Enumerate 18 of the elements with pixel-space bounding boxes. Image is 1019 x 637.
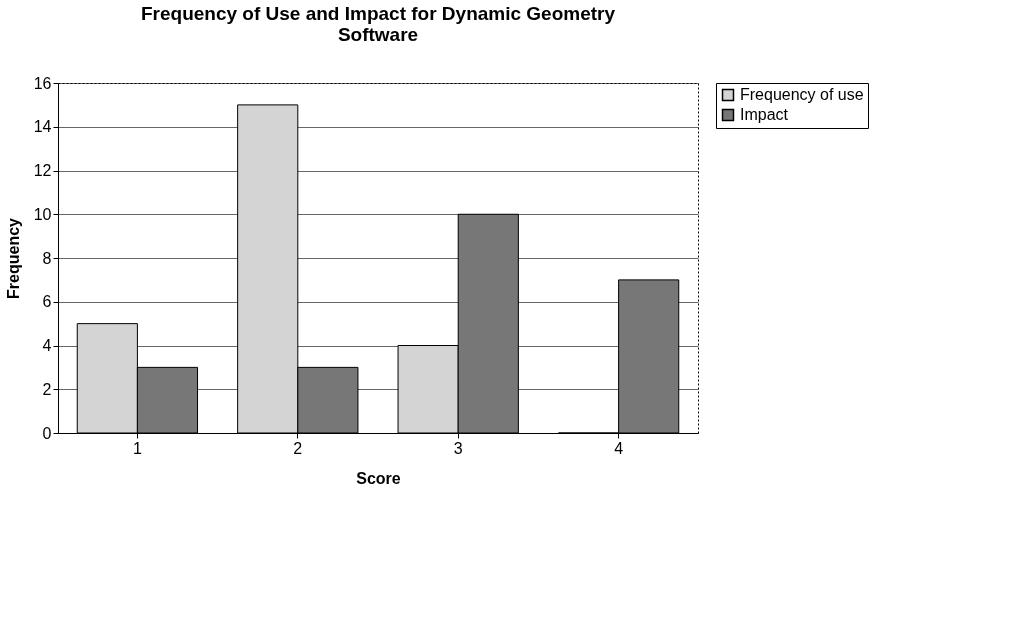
y-tick-label: 14	[33, 118, 52, 136]
legend-label: Frequency of use	[740, 86, 864, 103]
x-tick-label: 2	[293, 439, 303, 457]
y-tick-label: 10	[33, 205, 52, 223]
y-tick-label: 6	[42, 293, 52, 311]
y-tick-label: 12	[33, 162, 52, 179]
y-tick-label: 2	[42, 380, 52, 398]
x-tick-label: 3	[453, 439, 463, 457]
legend-label: Impact	[740, 106, 789, 123]
y-tick-label: 0	[42, 424, 52, 442]
x-tick-label: 4	[614, 439, 624, 457]
y-axis-title: Frequency	[4, 217, 22, 299]
x-axis-title: Score	[356, 469, 401, 487]
y-tick-label: 4	[42, 337, 52, 354]
x-tick-label: 1	[132, 439, 142, 457]
y-tick-label: 8	[42, 249, 52, 267]
chart-title: Frequency of Use and Impact for Dynamic Geometry Software	[140, 3, 616, 45]
y-tick-label: 16	[33, 74, 52, 92]
